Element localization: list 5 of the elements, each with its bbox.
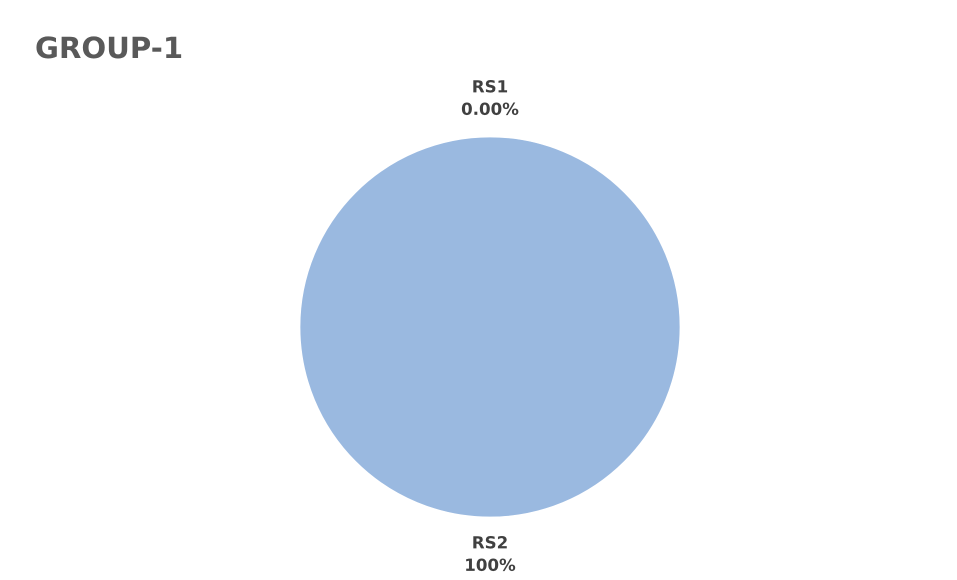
slice-label: RS2 <box>473 536 507 549</box>
text: 0.00% <box>462 102 518 116</box>
category-label: RS1 <box>473 80 508 93</box>
data-label: 100% <box>466 558 516 572</box>
chart-title: GROUP-1 <box>36 36 182 58</box>
